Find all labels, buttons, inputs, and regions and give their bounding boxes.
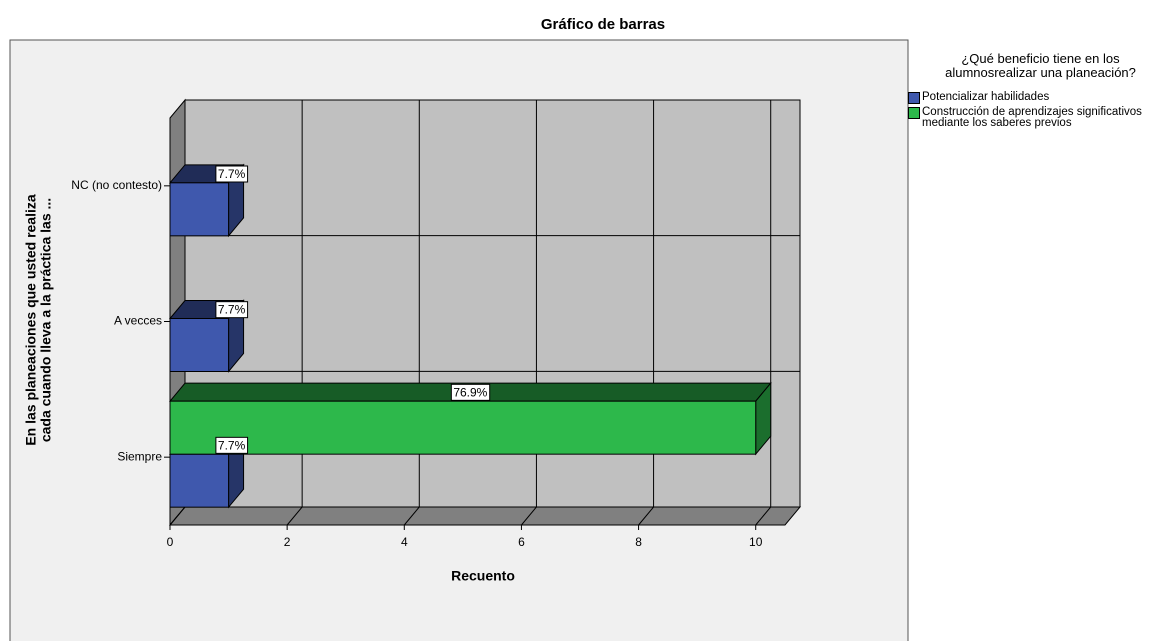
x-tick [403, 506, 420, 526]
floor [168, 506, 802, 526]
data-label-text: 7.7% [218, 438, 246, 452]
x-axis-title: Recuento [451, 568, 515, 584]
legend-title: ¿Qué beneficio tiene en los [961, 51, 1120, 66]
x-tick [169, 506, 186, 526]
legend-title: alumnosrealizar una planeación? [945, 65, 1136, 80]
data-label: 76.9% [450, 383, 491, 401]
data-label-text: 7.7% [218, 167, 246, 181]
data-label-text: 76.9% [453, 385, 487, 399]
x-tick-label: 6 [518, 535, 525, 549]
legend-label: Potencializar habilidades [922, 91, 1050, 103]
legend-label: Construcción de aprendizajes significati… [922, 106, 1142, 129]
x-tick-label: 0 [167, 535, 174, 549]
x-tick-label: 2 [284, 535, 291, 549]
x-tick [638, 506, 654, 526]
bar [169, 453, 230, 508]
y-axis-title: En las planeaciones que usted realiza ca… [23, 194, 54, 446]
x-tick-label: 4 [401, 535, 408, 549]
y-tick-label: NC (no contesto) [71, 178, 162, 192]
data-label-text: 7.7% [218, 303, 246, 317]
y-tick-label: Siempre [117, 449, 162, 463]
legend-swatch [908, 92, 920, 104]
bar [169, 400, 757, 455]
y-tick-label: A vecces [114, 314, 162, 328]
chart-title: Gráfico de barras [541, 16, 665, 33]
legend-items: Potencializar habilidades Construcción de… [908, 91, 1173, 129]
x-tick-label: 8 [635, 535, 642, 549]
legend: ¿Qué beneficio tiene en los alumnosreali… [908, 52, 1173, 129]
data-label-box [215, 436, 249, 454]
x-tick [286, 506, 303, 526]
bar [169, 318, 230, 372]
data-label: 7.7% [215, 165, 249, 183]
x-tick [521, 506, 537, 526]
data-label-box [215, 301, 249, 319]
data-label-box [215, 165, 249, 183]
y-axis-title-line: cada cuando lleva a la práctica las ... [38, 198, 54, 442]
x-tick [755, 506, 772, 526]
legend-swatch [908, 107, 920, 119]
legend-item: Potencializar habilidades [908, 91, 1173, 104]
data-label: 7.7% [215, 301, 249, 319]
data-label-box [450, 383, 491, 401]
bar [169, 182, 230, 237]
x-tick-label: 10 [749, 535, 763, 549]
y-axis-title-line: En las planeaciones que usted realiza [23, 194, 39, 446]
legend-item: Construcción de aprendizajes significati… [908, 106, 1173, 129]
data-label: 7.7% [215, 436, 249, 454]
